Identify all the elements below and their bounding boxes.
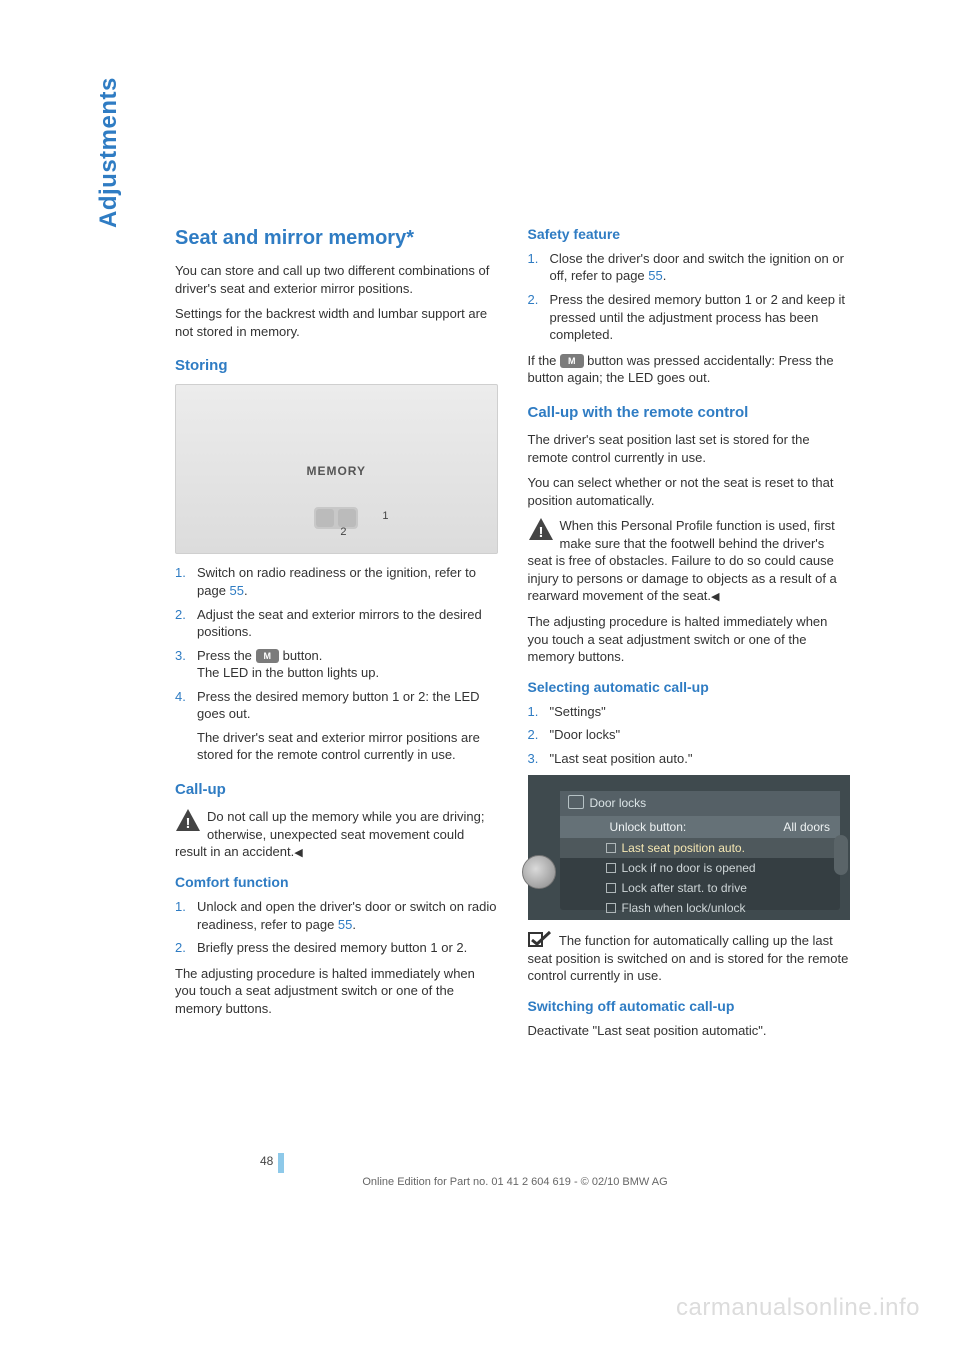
list-item: 1. Switch on radio readiness or the igni… xyxy=(175,564,498,599)
heading-seat-mirror-memory: Seat and mirror memory* xyxy=(175,225,498,252)
list-number: 3. xyxy=(175,647,197,682)
heading-comfort-function: Comfort function xyxy=(175,873,498,892)
list-item: 2. Briefly press the desired memory butt… xyxy=(175,939,498,957)
list-item: 1. "Settings" xyxy=(528,703,851,721)
comfort-note: The adjusting procedure is halted immedi… xyxy=(175,965,498,1018)
heading-storing: Storing xyxy=(175,356,498,376)
warning-icon: ! xyxy=(175,808,201,832)
idrive-band-value: All doors xyxy=(783,819,830,835)
m-button-icon: M xyxy=(560,354,584,368)
list-text: Unlock and open the driver's door or swi… xyxy=(197,898,498,933)
list-number: 2. xyxy=(175,606,197,641)
idrive-row: Flash when lock/unlock xyxy=(560,898,841,918)
idrive-screen: Door locks Unlock button: All doors Last… xyxy=(560,791,841,910)
memory-button-illustration: MEMORY 1 2 xyxy=(175,384,498,554)
heading-switch-off-auto: Switching off automatic call-up xyxy=(528,997,851,1016)
list-number: 1. xyxy=(175,564,197,599)
idrive-row: Lock if no door is opened xyxy=(560,858,841,878)
list-item: 1. Close the driver's door and switch th… xyxy=(528,250,851,285)
heading-safety-feature: Safety feature xyxy=(528,225,851,244)
list-item: 4. Press the desired memory button 1 or … xyxy=(175,688,498,764)
list-text: Switch on radio readiness or the ignitio… xyxy=(197,564,498,599)
idrive-band-label: Unlock button: xyxy=(610,819,687,835)
list-item: 2. Adjust the seat and exterior mirrors … xyxy=(175,606,498,641)
memory-callout-1: 1 xyxy=(382,509,388,524)
list-item: 2. Press the desired memory button 1 or … xyxy=(528,291,851,344)
safety-note: If the M button was pressed accidentally… xyxy=(528,352,851,387)
heading-selecting-auto-callup: Selecting automatic call-up xyxy=(528,678,851,697)
check-note: The function for automatically calling u… xyxy=(528,930,851,985)
idrive-title: Door locks xyxy=(560,791,841,815)
memory-buttons-graphic xyxy=(314,507,358,529)
list-text: "Door locks" xyxy=(550,726,851,744)
list-text: Briefly press the desired memory button … xyxy=(197,939,498,957)
end-marker-icon: ◀ xyxy=(294,847,302,859)
remote-paragraph-1: The driver's seat position last set is s… xyxy=(528,431,851,466)
list-number: 2. xyxy=(175,939,197,957)
watermark: carmanualsonline.info xyxy=(676,1294,920,1322)
page-number: 48 xyxy=(260,1154,273,1168)
list-item: 3. "Last seat position auto." xyxy=(528,750,851,768)
list-number: 2. xyxy=(528,291,550,344)
list-number: 3. xyxy=(528,750,550,768)
list-item: 2. "Door locks" xyxy=(528,726,851,744)
left-column: Seat and mirror memory* You can store an… xyxy=(175,225,498,1047)
select-list: 1. "Settings" 2. "Door locks" 3. "Last s… xyxy=(528,703,851,768)
intro-paragraph-1: You can store and call up two different … xyxy=(175,262,498,297)
list-text: "Last seat position auto." xyxy=(550,750,851,768)
memory-callout-2: 2 xyxy=(340,525,346,540)
list-text: "Settings" xyxy=(550,703,851,721)
list-number: 1. xyxy=(175,898,197,933)
safety-list: 1. Close the driver's door and switch th… xyxy=(528,250,851,344)
list-item: 3. Press the M button. The LED in the bu… xyxy=(175,647,498,682)
list-number: 4. xyxy=(175,688,197,764)
switch-off-text: Deactivate "Last seat position automatic… xyxy=(528,1022,851,1040)
idrive-right-edge xyxy=(834,835,848,875)
svg-text:!: ! xyxy=(186,815,191,832)
list-subtext: The driver's seat and exterior mirror po… xyxy=(197,729,498,764)
remote-paragraph-2: You can select whether or not the seat i… xyxy=(528,474,851,509)
list-text: Press the M button. The LED in the butto… xyxy=(197,647,498,682)
storing-list: 1. Switch on radio readiness or the igni… xyxy=(175,564,498,763)
list-text: Press the desired memory button 1 or 2 a… xyxy=(550,291,851,344)
page-link[interactable]: 55 xyxy=(338,917,352,932)
remote-warning: ! When this Personal Profile function is… xyxy=(528,517,851,605)
list-text: Close the driver's door and switch the i… xyxy=(550,250,851,285)
idrive-row-selected: Last seat position auto. xyxy=(560,838,841,858)
list-number: 1. xyxy=(528,250,550,285)
footer-line: Online Edition for Part no. 01 41 2 604 … xyxy=(175,1176,855,1188)
idrive-controller-icon xyxy=(522,855,556,889)
list-text: Press the desired memory button 1 or 2: … xyxy=(197,688,498,764)
page: Adjustments Seat and mirror memory* You … xyxy=(0,0,960,1358)
idrive-unlock-row: Unlock button: All doors xyxy=(560,816,841,838)
idrive-screenshot: Door locks Unlock button: All doors Last… xyxy=(528,775,851,920)
m-button-icon: M xyxy=(256,649,280,663)
side-tab-adjustments: Adjustments xyxy=(95,77,123,228)
comfort-list: 1. Unlock and open the driver's door or … xyxy=(175,898,498,957)
page-link[interactable]: 55 xyxy=(230,583,244,598)
list-number: 1. xyxy=(528,703,550,721)
heading-callup-remote: Call-up with the remote control xyxy=(528,403,851,423)
remote-paragraph-3: The adjusting procedure is halted immedi… xyxy=(528,613,851,666)
intro-paragraph-2: Settings for the backrest width and lumb… xyxy=(175,305,498,340)
list-number: 2. xyxy=(528,726,550,744)
warning-icon: ! xyxy=(528,517,554,541)
list-subtext: The LED in the button lights up. xyxy=(197,664,498,682)
svg-text:!: ! xyxy=(538,524,543,541)
memory-label: MEMORY xyxy=(306,463,366,479)
right-column: Safety feature 1. Close the driver's doo… xyxy=(528,225,851,1047)
page-number-accent xyxy=(278,1153,284,1173)
list-item: 1. Unlock and open the driver's door or … xyxy=(175,898,498,933)
idrive-row: Lock after start. to drive xyxy=(560,878,841,898)
callup-warning: ! Do not call up the memory while you ar… xyxy=(175,808,498,861)
end-marker-icon: ◀ xyxy=(711,591,719,603)
list-text: Adjust the seat and exterior mirrors to … xyxy=(197,606,498,641)
page-link[interactable]: 55 xyxy=(648,268,662,283)
content-columns: Seat and mirror memory* You can store an… xyxy=(175,225,850,1047)
heading-callup: Call-up xyxy=(175,780,498,800)
checkbox-checked-icon xyxy=(528,930,552,948)
